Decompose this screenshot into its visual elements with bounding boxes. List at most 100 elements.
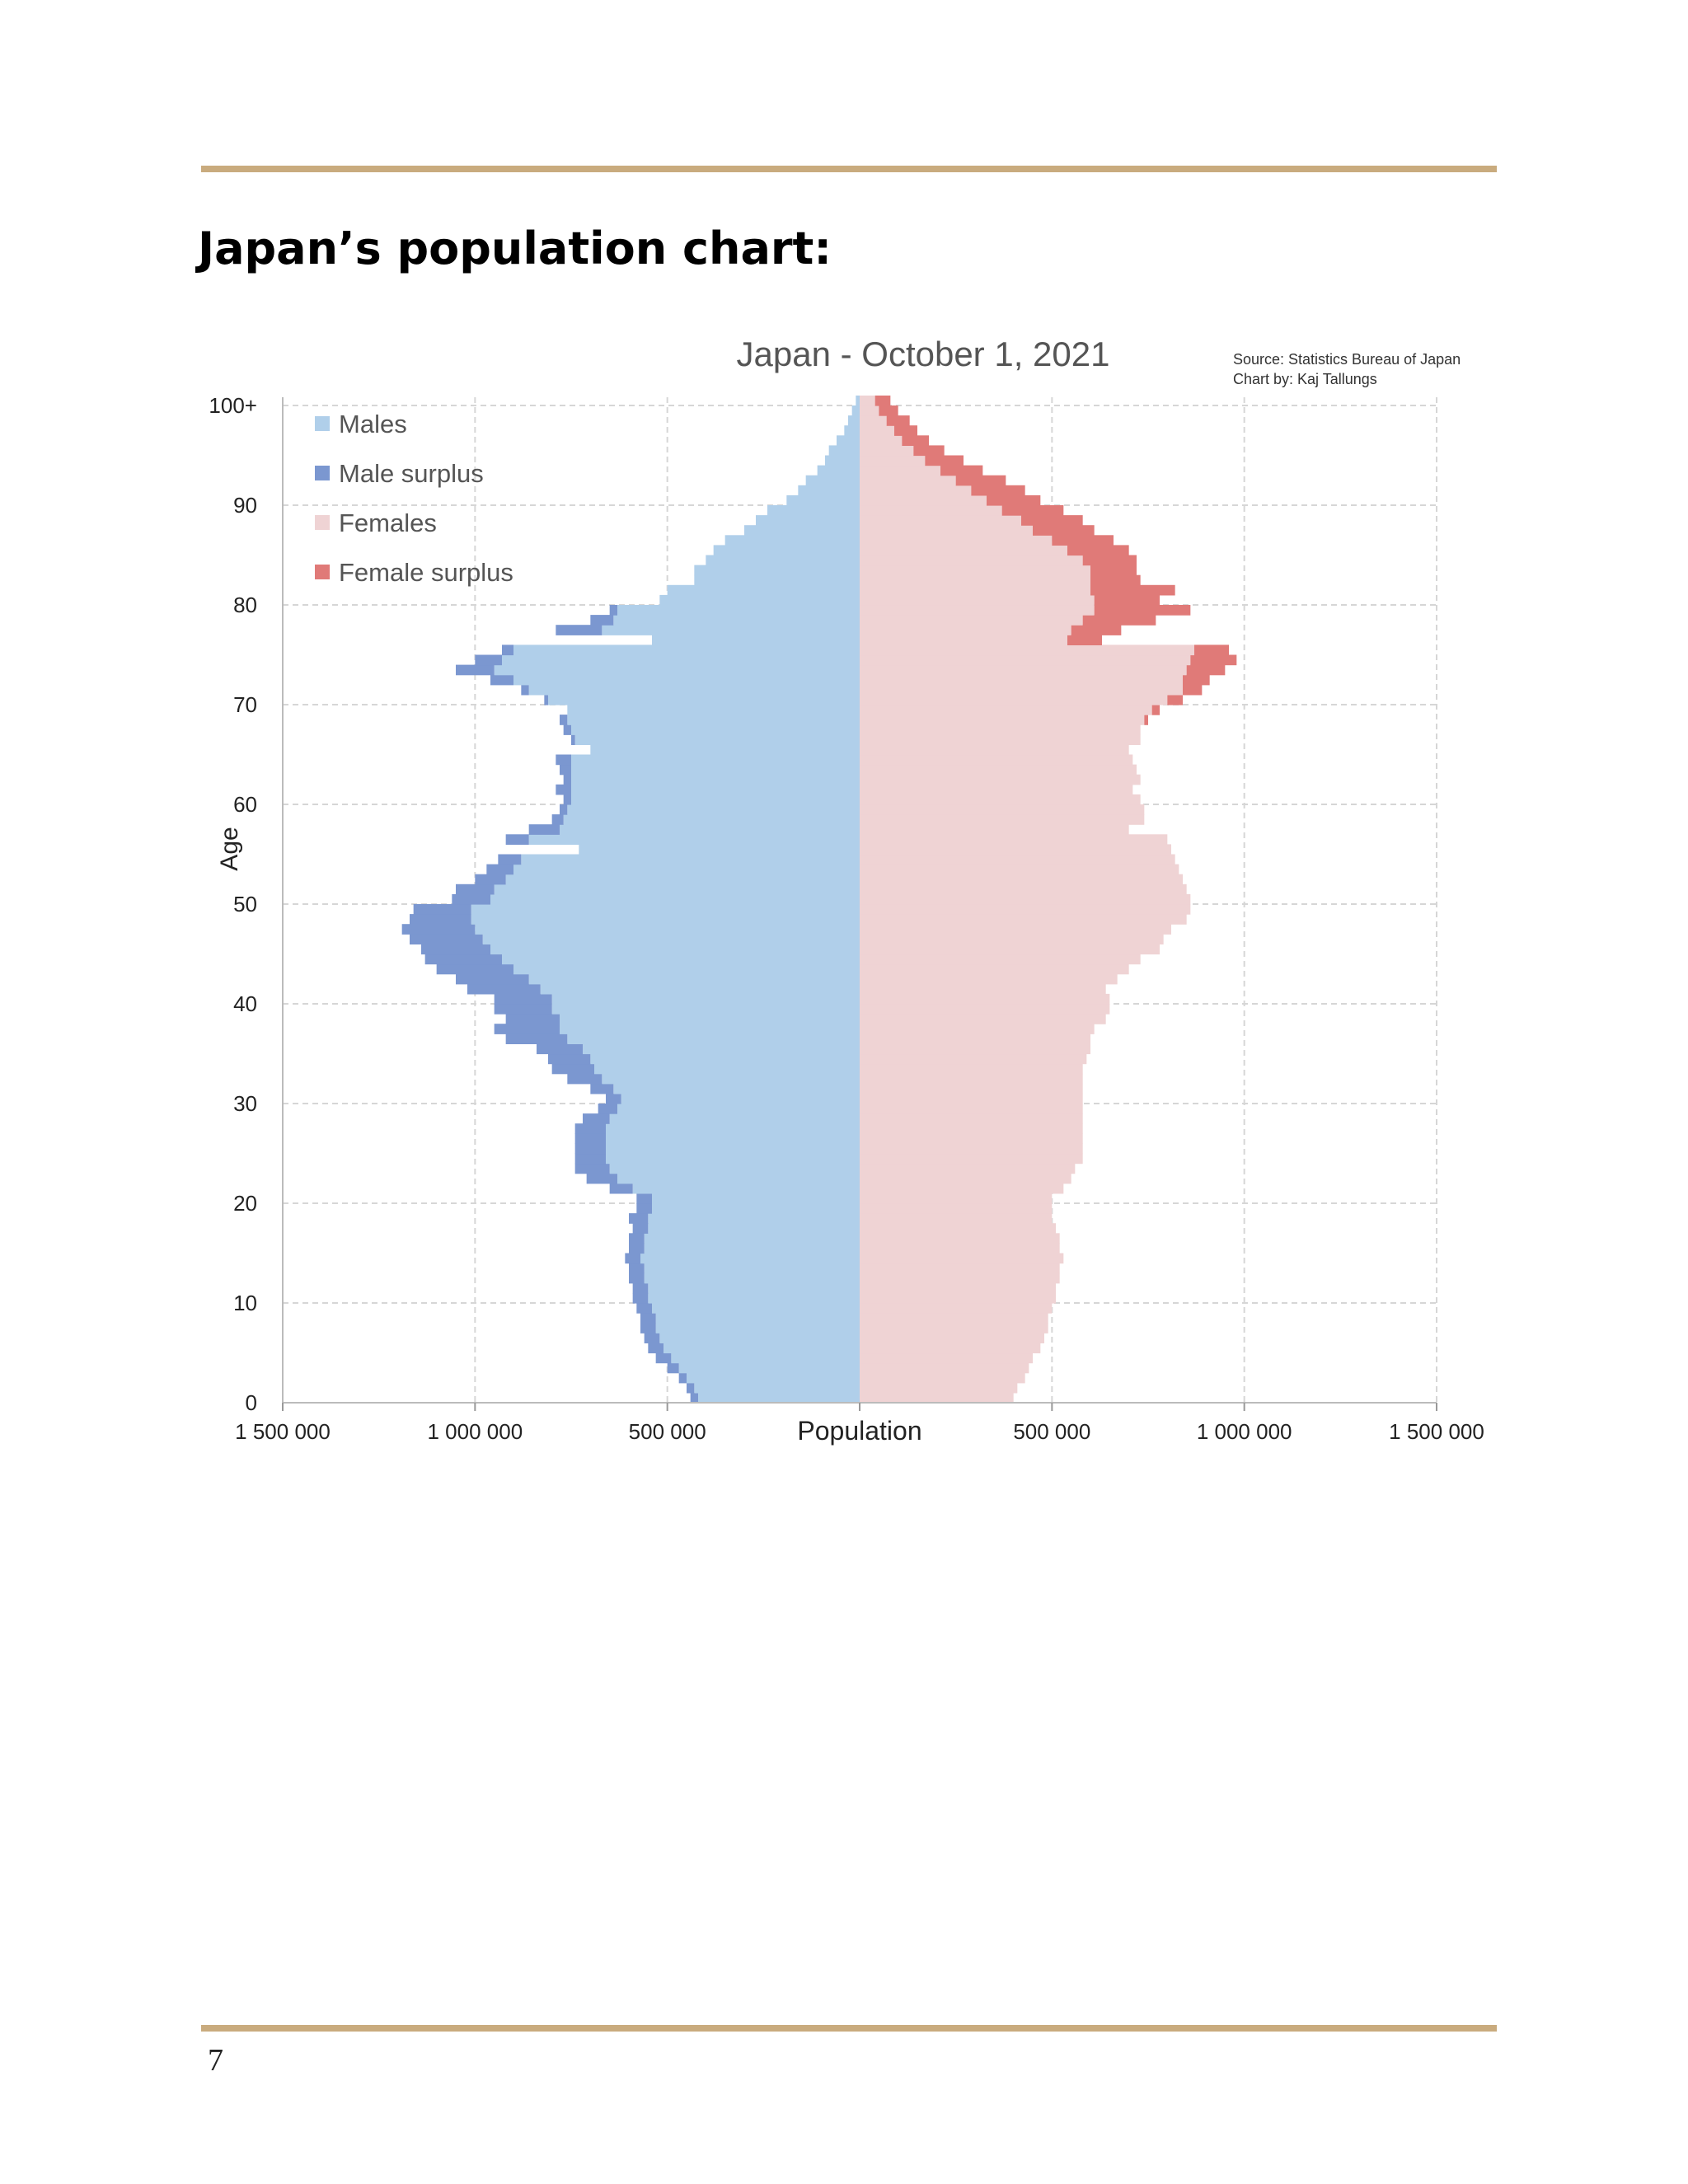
page-number: 7 — [208, 2043, 223, 2078]
male-bar — [837, 435, 860, 446]
bottom-rule — [201, 2025, 1497, 2032]
female-bar — [860, 415, 887, 426]
male-surplus-bar — [648, 1343, 663, 1354]
male-surplus-bar — [467, 983, 541, 995]
male-surplus-bar — [590, 1083, 614, 1094]
male-surplus-bar — [609, 605, 617, 616]
female-bar — [860, 864, 1179, 875]
male-bar — [652, 635, 860, 645]
male-bar — [513, 864, 860, 875]
male-surplus-bar — [556, 625, 603, 635]
female-bar — [860, 1014, 1106, 1024]
male-surplus-bar — [629, 1213, 649, 1224]
male-surplus-bar — [644, 1333, 660, 1343]
male-surplus-bar — [629, 1272, 645, 1284]
female-bar — [860, 844, 1171, 855]
male-bar — [505, 874, 860, 885]
female-bar — [860, 854, 1175, 865]
male-surplus-bar — [678, 1372, 687, 1384]
male-bar — [621, 1093, 860, 1104]
male-surplus-bar — [625, 1253, 640, 1264]
female-bar — [860, 1143, 1083, 1155]
male-surplus-bar — [655, 1352, 672, 1364]
female-bar — [860, 1372, 1025, 1384]
y-tick-label: 40 — [233, 991, 257, 1016]
female-bar — [860, 1073, 1083, 1085]
male-bar — [602, 625, 860, 635]
male-bar — [490, 893, 860, 905]
male-surplus-bar — [556, 754, 571, 766]
male-surplus-bar — [475, 654, 502, 666]
female-bar — [860, 435, 903, 446]
male-surplus-bar — [528, 824, 560, 835]
female-surplus-bar — [1082, 555, 1137, 566]
female-bar — [860, 654, 1191, 666]
page-heading: Japan’s population chart: — [198, 223, 832, 274]
male-bar — [652, 1303, 860, 1314]
female-bar — [860, 1382, 1018, 1394]
male-surplus-bar — [498, 854, 522, 865]
female-bar — [860, 644, 1194, 656]
male-surplus-bar — [598, 1104, 617, 1114]
y-tick-label: 100+ — [209, 393, 257, 418]
male-bar — [513, 644, 860, 656]
female-bar — [860, 1033, 1090, 1044]
female-bar — [860, 1282, 1056, 1294]
female-bar — [860, 924, 1171, 935]
y-axis-label: Age — [216, 827, 243, 870]
legend-swatch — [315, 466, 330, 480]
male-bar — [606, 1123, 860, 1134]
male-bar — [617, 1173, 860, 1184]
female-bar — [860, 904, 1191, 915]
male-bar — [613, 615, 860, 626]
female-bar — [860, 784, 1133, 795]
male-bar — [490, 944, 860, 955]
male-bar — [574, 734, 860, 745]
male-bar — [667, 584, 860, 596]
legend-label: Males — [339, 410, 407, 438]
male-bar — [698, 1392, 860, 1404]
y-tick-label: 80 — [233, 593, 257, 617]
male-bar — [671, 1352, 860, 1364]
female-bar — [860, 535, 1053, 546]
female-surplus-bar — [1194, 644, 1229, 656]
male-bar — [798, 485, 860, 496]
male-bar — [528, 834, 860, 845]
female-bar — [860, 1272, 1060, 1284]
female-bar — [860, 445, 914, 457]
male-surplus-bar — [456, 883, 495, 895]
female-surplus-bar — [1144, 715, 1148, 725]
male-bar — [579, 844, 860, 855]
x-tick-label: 1 500 000 — [235, 1419, 331, 1444]
female-bar — [860, 1123, 1083, 1134]
male-bar — [609, 1113, 860, 1124]
male-bar — [594, 1063, 860, 1075]
male-bar — [528, 973, 860, 985]
male-surplus-bar — [574, 1153, 606, 1165]
female-surplus-bar — [1067, 545, 1129, 556]
female-bar — [860, 744, 1129, 756]
male-bar — [563, 814, 860, 825]
male-bar — [602, 1073, 860, 1085]
male-bar — [571, 794, 860, 805]
legend-label: Female surplus — [339, 558, 513, 587]
male-bar — [567, 1033, 860, 1044]
male-bar — [694, 1382, 860, 1394]
male-bar — [513, 963, 860, 975]
male-surplus-bar — [560, 715, 568, 725]
female-bar — [860, 545, 1067, 556]
male-surplus-bar — [486, 864, 513, 875]
male-bar — [502, 954, 860, 965]
male-bar — [571, 784, 860, 795]
y-tick-label: 0 — [246, 1390, 257, 1415]
male-bar — [590, 744, 860, 756]
male-surplus-bar — [560, 804, 568, 815]
female-bar — [860, 525, 1033, 536]
y-tick-label: 50 — [233, 892, 257, 916]
female-bar — [860, 395, 875, 406]
female-bar — [860, 893, 1191, 905]
female-surplus-bar — [1190, 654, 1237, 666]
female-bar — [860, 1323, 1048, 1333]
male-bar — [571, 764, 860, 776]
y-tick-label: 70 — [233, 692, 257, 717]
